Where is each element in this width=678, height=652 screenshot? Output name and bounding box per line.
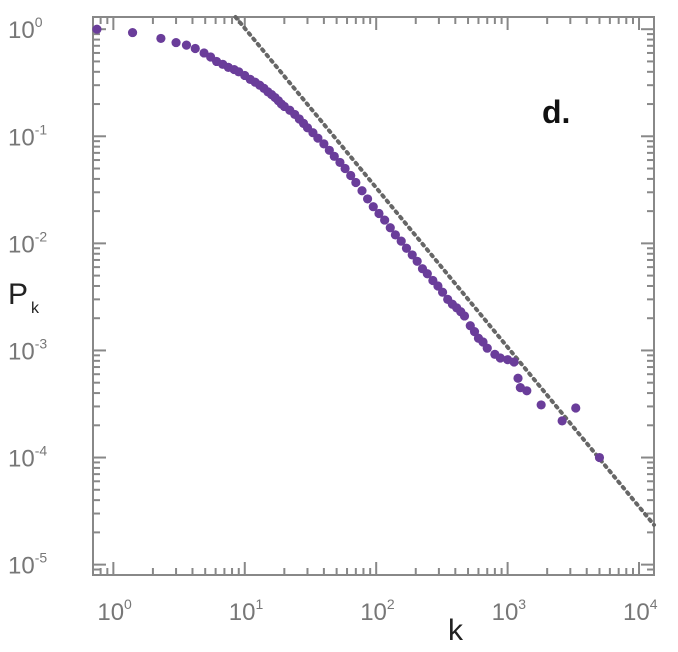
x-tick-base: 10	[492, 599, 519, 626]
data-point	[522, 386, 532, 396]
y-tick-exponent: -5	[35, 550, 48, 566]
y-tick-label: 10-2	[8, 228, 47, 258]
x-axis-label: k	[448, 614, 464, 647]
data-point	[319, 139, 329, 149]
x-tick-base: 10	[360, 599, 387, 626]
data-point	[346, 170, 356, 181]
data-point	[390, 230, 400, 240]
data-point	[368, 202, 378, 212]
x-tick-label: 104	[623, 596, 658, 626]
y-tick-base: 10	[8, 17, 35, 44]
data-point	[401, 243, 412, 253]
y-axis-label-subscript: k	[31, 300, 40, 317]
data-point	[571, 403, 581, 413]
data-point	[594, 452, 605, 463]
y-tick-label: 100	[8, 14, 43, 44]
data-point	[469, 326, 480, 337]
y-tick-base: 10	[8, 338, 35, 365]
x-tick-exponent: 3	[518, 596, 526, 612]
x-tick-exponent: 4	[650, 596, 658, 612]
data-point	[407, 250, 417, 260]
panel-label: d.	[542, 94, 570, 130]
x-tick-exponent: 2	[387, 596, 395, 612]
data-point	[351, 177, 361, 188]
y-tick-base: 10	[8, 124, 35, 151]
data-point	[374, 208, 384, 219]
x-tick-base: 10	[229, 599, 256, 626]
y-tick-label: 10-3	[8, 335, 47, 365]
x-tick-labels: 100 101 102 103 104	[97, 596, 657, 626]
y-tick-exponent: -2	[35, 228, 48, 244]
x-tick-label: 103	[492, 596, 527, 626]
data-point	[335, 157, 345, 168]
minor-ticks	[92, 17, 654, 576]
data-point	[357, 186, 367, 196]
y-tick-base: 10	[8, 231, 35, 258]
y-tick-base: 10	[8, 553, 35, 580]
data-point	[513, 373, 523, 383]
data-point	[509, 357, 519, 367]
y-tick-base: 10	[8, 446, 35, 473]
data-point	[340, 163, 350, 174]
y-tick-exponent: -1	[35, 121, 48, 137]
x-tick-exponent: 1	[255, 596, 263, 612]
power-law-fit-line	[233, 15, 656, 527]
x-tick-label: 100	[97, 596, 132, 626]
y-tick-exponent: -3	[35, 335, 48, 351]
y-axis-label-main: P	[8, 278, 28, 311]
data-point	[199, 48, 209, 58]
data-point	[536, 400, 546, 410]
data-point	[181, 40, 192, 50]
data-point	[171, 37, 181, 48]
data-point	[396, 236, 406, 246]
y-tick-exponent: 0	[35, 14, 43, 30]
data-point	[437, 287, 448, 297]
x-tick-base: 10	[623, 599, 650, 626]
data-point	[412, 256, 422, 266]
data-point	[156, 33, 166, 44]
data-point	[190, 43, 200, 54]
data-point	[495, 353, 505, 363]
data-point	[313, 133, 323, 143]
x-tick-exponent: 0	[124, 596, 132, 612]
data-point	[482, 343, 492, 353]
x-tick-base: 10	[97, 599, 124, 626]
y-tick-exponent: -4	[35, 443, 48, 459]
y-tick-label: 10-5	[8, 550, 47, 580]
data-point	[459, 311, 470, 321]
x-tick-label: 101	[229, 596, 264, 626]
data-point	[557, 416, 567, 426]
data-point	[380, 215, 390, 225]
data-point	[92, 24, 102, 34]
data-point	[385, 223, 395, 233]
data-point	[127, 27, 138, 38]
data-point	[362, 194, 373, 204]
x-tick-label: 102	[360, 596, 395, 626]
plot-frame	[92, 16, 655, 576]
data-point	[329, 151, 339, 161]
data-point	[422, 269, 432, 279]
y-tick-label: 10-4	[8, 443, 47, 473]
data-points	[92, 24, 605, 463]
y-tick-label: 10-1	[8, 121, 47, 151]
